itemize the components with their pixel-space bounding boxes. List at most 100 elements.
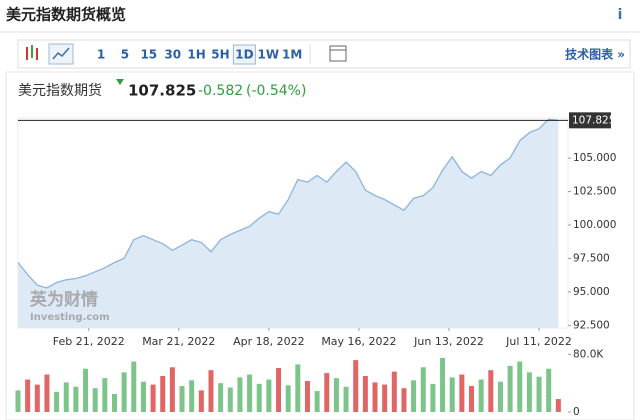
volume-bar bbox=[227, 387, 233, 412]
volume-bar bbox=[420, 367, 426, 412]
interval-button[interactable]: 1W bbox=[258, 48, 280, 62]
volume-bar bbox=[15, 390, 21, 412]
candle-icon[interactable] bbox=[26, 45, 38, 60]
y-tick-label: 0 bbox=[573, 406, 580, 418]
volume-bar bbox=[372, 382, 378, 412]
interval-active bbox=[232, 44, 256, 65]
volume-bar bbox=[92, 388, 98, 412]
interval-button[interactable]: 30 bbox=[164, 48, 181, 62]
volume-bar bbox=[469, 386, 475, 412]
price-area bbox=[18, 119, 559, 328]
volume-bar bbox=[150, 384, 156, 412]
volume-bar bbox=[25, 379, 31, 412]
volume-bar bbox=[488, 370, 494, 412]
volume-bar bbox=[285, 385, 291, 412]
price-line bbox=[17, 118, 559, 289]
volume-bar bbox=[63, 382, 69, 412]
volume-bar bbox=[440, 357, 446, 412]
last-price-box bbox=[569, 112, 611, 129]
last-price-label: 107.825 bbox=[572, 114, 615, 126]
y-tick-label: 100.000 bbox=[573, 219, 616, 231]
volume-bar bbox=[391, 371, 397, 412]
y-tick-label: 80.0K bbox=[573, 348, 604, 360]
volume-bar bbox=[247, 374, 253, 412]
volume-bar bbox=[44, 374, 50, 412]
volume-bar bbox=[546, 368, 552, 412]
volume-bar bbox=[237, 377, 243, 412]
volume-bar bbox=[169, 367, 175, 412]
calendar-icon[interactable] bbox=[329, 45, 347, 62]
info-icon[interactable]: i bbox=[618, 7, 623, 23]
volume-bar bbox=[179, 386, 185, 412]
volume-bar bbox=[304, 381, 310, 412]
volume-bar bbox=[111, 393, 117, 412]
change-arrow bbox=[116, 79, 124, 85]
volume-bar bbox=[536, 376, 542, 412]
interval-button[interactable]: 1D bbox=[235, 48, 253, 62]
quote-change: -0.582 bbox=[198, 83, 243, 99]
volume-bar bbox=[189, 380, 195, 412]
volume-bar bbox=[333, 378, 339, 412]
volume-bar bbox=[517, 361, 523, 412]
volume-bar bbox=[121, 372, 127, 412]
volume-bar bbox=[401, 388, 407, 412]
volume-bar bbox=[266, 379, 272, 412]
quote-change-pct: (-0.54%) bbox=[246, 83, 306, 99]
volume-bar bbox=[478, 379, 484, 412]
volume-bar bbox=[459, 374, 465, 412]
x-tick-label: May 16, 2022 bbox=[321, 335, 396, 348]
chart-frame bbox=[5, 71, 635, 420]
volume-bar bbox=[353, 360, 359, 412]
toolbar bbox=[17, 39, 631, 69]
volume-bar bbox=[34, 384, 40, 412]
interval-button[interactable]: 5 bbox=[121, 48, 129, 62]
interval-button[interactable]: 1H bbox=[187, 48, 205, 62]
volume-bar bbox=[276, 368, 282, 412]
volume-bar bbox=[102, 378, 108, 412]
watermark-site: Investing.com bbox=[30, 312, 110, 323]
volume-bar bbox=[430, 383, 436, 412]
volume-bar bbox=[73, 386, 79, 412]
volume-bar bbox=[362, 375, 368, 412]
area-icon bbox=[52, 47, 70, 60]
volume-bar bbox=[555, 399, 561, 412]
y-tick-label: 105.000 bbox=[573, 152, 616, 164]
quote-price: 107.825 bbox=[128, 82, 196, 100]
volume-bar bbox=[54, 391, 60, 412]
volume-bar bbox=[208, 370, 214, 412]
volume-bar bbox=[295, 364, 301, 412]
volume-bar bbox=[497, 381, 503, 412]
area-icon-frame[interactable] bbox=[48, 43, 74, 65]
volume-bar bbox=[83, 368, 89, 412]
volume-bar bbox=[140, 381, 146, 412]
volume-bar bbox=[160, 375, 166, 412]
interval-button[interactable]: 5H bbox=[211, 48, 229, 62]
volume-bar bbox=[324, 373, 330, 412]
x-tick-label: Jun 13, 2022 bbox=[413, 335, 484, 348]
x-tick-label: Feb 21, 2022 bbox=[53, 335, 125, 348]
quote-name: 美元指数期货 bbox=[18, 82, 102, 99]
volume-bar bbox=[526, 372, 532, 412]
watermark-brand: 英为财情 bbox=[30, 289, 98, 310]
technical-chart-link[interactable]: 技术图表 » bbox=[565, 47, 625, 62]
volume-bar bbox=[411, 380, 417, 412]
header-title: 美元指数期货概览 bbox=[6, 6, 126, 24]
volume-bar bbox=[131, 361, 137, 412]
volume-bar bbox=[507, 365, 513, 412]
x-tick-label: Jul 11, 2022 bbox=[505, 335, 572, 348]
y-tick-label: 102.500 bbox=[573, 186, 616, 198]
interval-button[interactable]: 1M bbox=[282, 48, 302, 62]
volume-bar bbox=[382, 384, 388, 412]
x-tick-label: Apr 18, 2022 bbox=[233, 335, 305, 348]
volume-bar bbox=[449, 377, 455, 412]
volume-bar bbox=[343, 386, 349, 412]
volume-bar bbox=[218, 383, 224, 412]
volume-bar bbox=[256, 383, 262, 412]
y-tick-label: 92.500 bbox=[573, 319, 610, 331]
interval-button[interactable]: 1 bbox=[97, 48, 105, 62]
volume-bar bbox=[314, 391, 320, 412]
interval-button[interactable]: 15 bbox=[140, 48, 157, 62]
x-tick-label: Mar 21, 2022 bbox=[142, 335, 215, 348]
